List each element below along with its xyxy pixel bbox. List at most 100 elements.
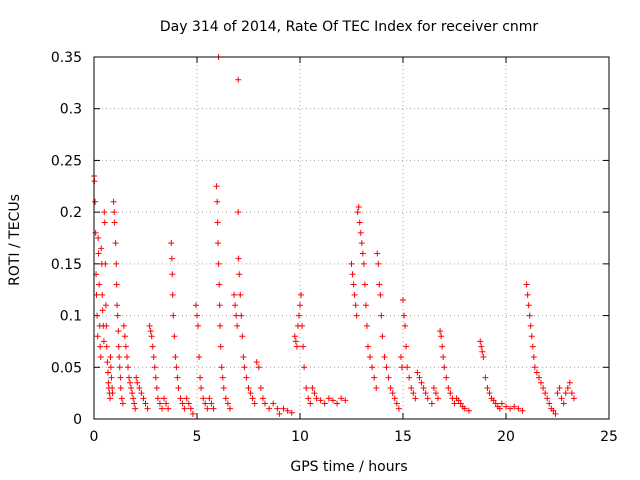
data-point — [237, 291, 244, 298]
data-point — [119, 400, 126, 407]
data-point — [542, 390, 549, 397]
data-point — [430, 384, 437, 391]
data-point — [148, 333, 155, 340]
data-point — [350, 281, 357, 288]
data-point — [154, 395, 161, 402]
data-point — [329, 397, 336, 404]
data-point — [546, 400, 553, 407]
data-point — [126, 374, 133, 381]
data-point — [216, 302, 223, 309]
data-point — [253, 359, 260, 366]
data-point — [461, 405, 468, 412]
data-point — [397, 353, 404, 360]
data-point — [526, 312, 533, 319]
data-point — [348, 260, 355, 267]
data-point — [414, 369, 421, 376]
y-tick-label: 0.2 — [60, 205, 82, 221]
data-point — [364, 343, 371, 350]
data-point — [105, 369, 112, 376]
data-point — [130, 395, 137, 402]
data-point — [349, 271, 356, 278]
data-point — [266, 405, 273, 412]
data-point — [432, 390, 439, 397]
data-point — [299, 322, 306, 329]
x-tick-label: 25 — [600, 429, 618, 445]
data-point — [149, 343, 156, 350]
data-point — [361, 281, 368, 288]
data-point — [196, 353, 203, 360]
data-point — [540, 384, 547, 391]
data-point — [238, 312, 245, 319]
data-point — [247, 390, 254, 397]
data-point — [147, 328, 154, 335]
data-point — [105, 379, 112, 386]
data-point — [420, 384, 427, 391]
data-point — [354, 209, 361, 216]
data-point — [202, 400, 209, 407]
data-point — [217, 343, 224, 350]
data-point — [270, 400, 277, 407]
data-point — [107, 353, 114, 360]
data-point — [173, 364, 180, 371]
data-point — [451, 400, 458, 407]
data-point — [114, 312, 121, 319]
data-point — [200, 395, 207, 402]
data-point — [375, 260, 382, 267]
data-point — [195, 322, 202, 329]
data-point — [406, 374, 413, 381]
data-point — [321, 400, 328, 407]
data-point — [110, 198, 117, 205]
data-point — [111, 209, 118, 216]
data-point — [307, 400, 314, 407]
data-point — [441, 364, 448, 371]
data-point — [168, 240, 175, 247]
data-point — [121, 333, 128, 340]
data-point — [359, 250, 366, 257]
data-point — [305, 395, 312, 402]
data-point — [128, 384, 135, 391]
data-point — [187, 405, 194, 412]
data-point — [231, 291, 238, 298]
data-point — [102, 302, 109, 309]
data-point — [503, 403, 509, 410]
data-point — [363, 322, 370, 329]
data-point — [498, 400, 505, 407]
data-point — [465, 407, 472, 414]
data-point — [511, 403, 518, 410]
data-point — [486, 390, 493, 397]
data-point — [410, 390, 417, 397]
data-point — [362, 302, 369, 309]
data-point — [113, 281, 120, 288]
data-point — [235, 209, 242, 216]
data-point — [478, 343, 485, 350]
data-point — [132, 405, 139, 412]
data-point — [338, 395, 345, 402]
data-point — [301, 364, 308, 371]
data-point — [151, 364, 158, 371]
data-point — [507, 405, 514, 412]
data-point — [457, 400, 464, 407]
data-point — [104, 359, 111, 366]
data-point — [552, 410, 559, 417]
data-point — [232, 302, 239, 309]
data-point — [276, 410, 283, 417]
data-point — [389, 390, 396, 397]
data-point — [215, 240, 222, 247]
data-point — [210, 405, 217, 412]
data-point — [288, 409, 295, 416]
data-point — [292, 338, 299, 345]
data-point — [226, 405, 233, 412]
data-points — [91, 54, 577, 417]
data-point — [136, 384, 143, 391]
data-point — [404, 364, 411, 371]
data-point — [524, 291, 531, 298]
data-point — [156, 400, 163, 407]
data-point — [171, 333, 178, 340]
data-point — [181, 405, 188, 412]
data-point — [95, 235, 102, 241]
data-point — [95, 250, 102, 257]
data-point — [213, 183, 220, 190]
data-point — [194, 312, 200, 319]
data-point — [101, 219, 108, 226]
x-tick-label: 10 — [291, 429, 309, 445]
